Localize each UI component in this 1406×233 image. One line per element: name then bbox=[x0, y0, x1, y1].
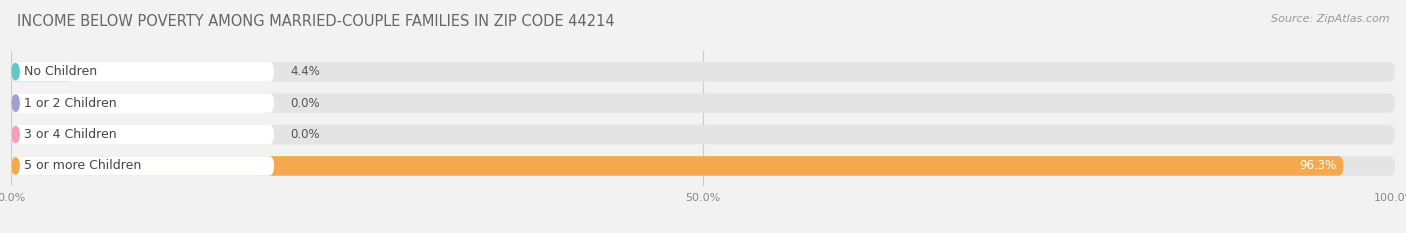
Text: 4.4%: 4.4% bbox=[291, 65, 321, 78]
Circle shape bbox=[13, 95, 20, 111]
FancyBboxPatch shape bbox=[11, 93, 1395, 113]
Text: 96.3%: 96.3% bbox=[1299, 159, 1337, 172]
Text: 3 or 4 Children: 3 or 4 Children bbox=[24, 128, 117, 141]
Text: No Children: No Children bbox=[24, 65, 97, 78]
Circle shape bbox=[13, 126, 20, 143]
FancyBboxPatch shape bbox=[11, 62, 72, 81]
FancyBboxPatch shape bbox=[11, 156, 274, 176]
FancyBboxPatch shape bbox=[11, 156, 1395, 176]
Text: 0.0%: 0.0% bbox=[291, 97, 321, 110]
Circle shape bbox=[13, 158, 20, 174]
FancyBboxPatch shape bbox=[11, 156, 1344, 176]
Circle shape bbox=[13, 64, 20, 80]
FancyBboxPatch shape bbox=[11, 125, 1395, 144]
Text: 5 or more Children: 5 or more Children bbox=[24, 159, 142, 172]
Text: Source: ZipAtlas.com: Source: ZipAtlas.com bbox=[1271, 14, 1389, 24]
FancyBboxPatch shape bbox=[11, 62, 1395, 81]
FancyBboxPatch shape bbox=[11, 62, 274, 81]
FancyBboxPatch shape bbox=[11, 93, 274, 113]
Text: 0.0%: 0.0% bbox=[291, 128, 321, 141]
Text: INCOME BELOW POVERTY AMONG MARRIED-COUPLE FAMILIES IN ZIP CODE 44214: INCOME BELOW POVERTY AMONG MARRIED-COUPL… bbox=[17, 14, 614, 29]
FancyBboxPatch shape bbox=[11, 125, 274, 144]
Text: 1 or 2 Children: 1 or 2 Children bbox=[24, 97, 117, 110]
